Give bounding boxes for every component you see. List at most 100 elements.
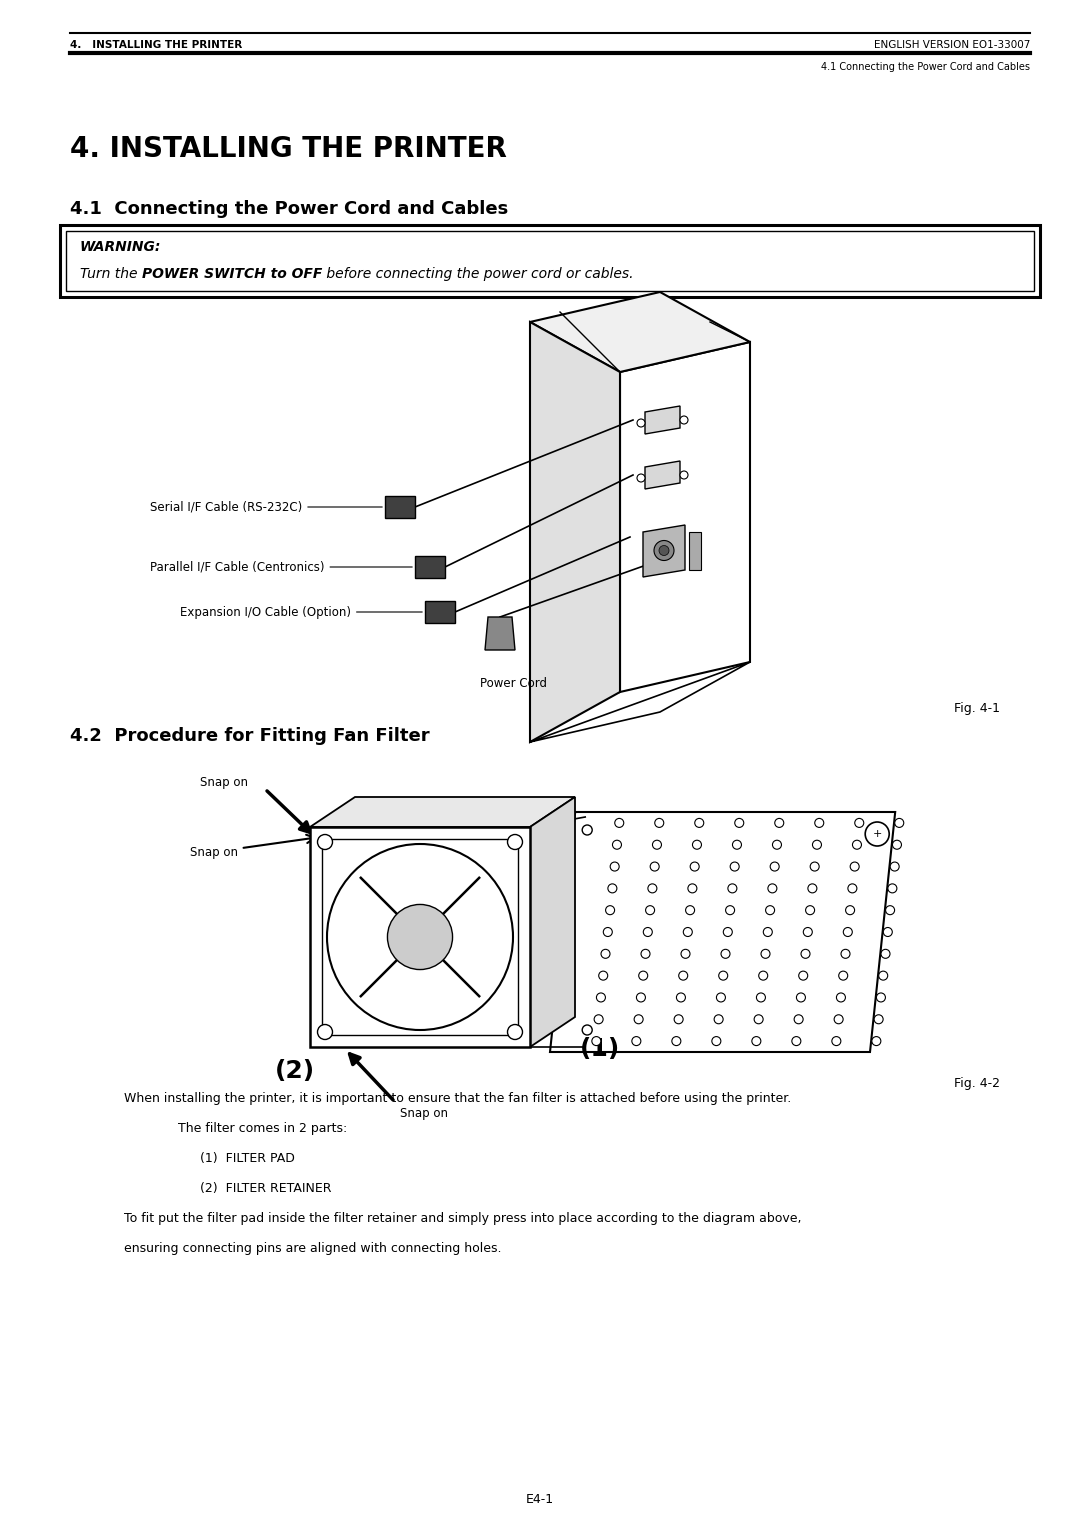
- Circle shape: [734, 819, 744, 827]
- Circle shape: [834, 1015, 843, 1024]
- Polygon shape: [645, 461, 680, 489]
- Circle shape: [714, 1015, 724, 1024]
- Circle shape: [712, 1036, 720, 1045]
- Circle shape: [732, 840, 742, 850]
- Text: The filter comes in 2 parts:: The filter comes in 2 parts:: [178, 1122, 348, 1135]
- Circle shape: [718, 972, 728, 979]
- Text: 4.1 Connecting the Power Cord and Cables: 4.1 Connecting the Power Cord and Cables: [821, 63, 1030, 72]
- Text: (2)  FILTER RETAINER: (2) FILTER RETAINER: [200, 1183, 332, 1195]
- Circle shape: [327, 843, 513, 1030]
- Polygon shape: [550, 811, 895, 1051]
- Circle shape: [848, 883, 856, 892]
- Circle shape: [632, 1036, 640, 1045]
- Circle shape: [594, 1015, 603, 1024]
- Circle shape: [792, 1036, 801, 1045]
- Circle shape: [796, 993, 806, 1002]
- Circle shape: [808, 883, 816, 892]
- Text: Snap on: Snap on: [200, 776, 248, 788]
- Circle shape: [726, 906, 734, 915]
- Circle shape: [839, 972, 848, 979]
- Polygon shape: [415, 556, 445, 578]
- Text: WARNING:: WARNING:: [80, 240, 161, 254]
- Circle shape: [766, 906, 774, 915]
- Text: ENGLISH VERSION EO1-33007: ENGLISH VERSION EO1-33007: [874, 40, 1030, 50]
- Polygon shape: [530, 798, 575, 1047]
- Circle shape: [843, 927, 852, 937]
- Circle shape: [881, 949, 890, 958]
- Circle shape: [836, 993, 846, 1002]
- Circle shape: [318, 834, 333, 850]
- Circle shape: [754, 1015, 764, 1024]
- Circle shape: [654, 819, 664, 827]
- Circle shape: [684, 927, 692, 937]
- Circle shape: [648, 883, 657, 892]
- Circle shape: [846, 906, 854, 915]
- Circle shape: [721, 949, 730, 958]
- Text: Snap on: Snap on: [400, 1106, 448, 1120]
- Text: 4.1  Connecting the Power Cord and Cables: 4.1 Connecting the Power Cord and Cables: [70, 200, 509, 219]
- Circle shape: [764, 927, 772, 937]
- Circle shape: [606, 906, 615, 915]
- Circle shape: [724, 927, 732, 937]
- Text: ensuring connecting pins are aligned with connecting holes.: ensuring connecting pins are aligned wit…: [124, 1242, 501, 1254]
- Bar: [60, 225, 1040, 296]
- Polygon shape: [530, 322, 620, 743]
- Circle shape: [608, 883, 617, 892]
- Circle shape: [812, 840, 822, 850]
- Text: Power Cord: Power Cord: [480, 677, 546, 691]
- Circle shape: [799, 972, 808, 979]
- Circle shape: [877, 993, 886, 1002]
- Circle shape: [810, 862, 819, 871]
- Circle shape: [674, 1015, 684, 1024]
- Text: before connecting the power cord or cables.: before connecting the power cord or cabl…: [322, 267, 634, 281]
- Circle shape: [850, 862, 860, 871]
- Bar: [310, 827, 530, 1047]
- Circle shape: [676, 993, 686, 1002]
- Circle shape: [686, 906, 694, 915]
- Circle shape: [690, 862, 699, 871]
- Circle shape: [759, 972, 768, 979]
- Text: When installing the printer, it is important to ensure that the fan filter is at: When installing the printer, it is impor…: [124, 1093, 792, 1105]
- Text: (2): (2): [275, 1059, 315, 1083]
- Circle shape: [680, 471, 688, 478]
- Circle shape: [637, 419, 645, 426]
- Circle shape: [582, 1025, 592, 1034]
- Text: 4.2  Procedure for Fitting Fan Filter: 4.2 Procedure for Fitting Fan Filter: [70, 727, 430, 746]
- Circle shape: [728, 883, 737, 892]
- Circle shape: [804, 927, 812, 937]
- Circle shape: [681, 949, 690, 958]
- Circle shape: [841, 949, 850, 958]
- Circle shape: [646, 906, 654, 915]
- Circle shape: [592, 1036, 600, 1045]
- Circle shape: [672, 1036, 680, 1045]
- Circle shape: [637, 474, 645, 481]
- Polygon shape: [384, 497, 415, 518]
- Bar: [689, 532, 701, 570]
- Circle shape: [886, 906, 894, 915]
- Circle shape: [865, 822, 889, 847]
- Circle shape: [615, 819, 624, 827]
- Circle shape: [610, 862, 619, 871]
- Polygon shape: [530, 292, 750, 371]
- Text: 4.   INSTALLING THE PRINTER: 4. INSTALLING THE PRINTER: [70, 40, 242, 50]
- Circle shape: [508, 1024, 523, 1039]
- Circle shape: [652, 840, 661, 850]
- Circle shape: [883, 927, 892, 937]
- Circle shape: [600, 949, 610, 958]
- Circle shape: [879, 972, 888, 979]
- Bar: [66, 231, 1034, 290]
- Text: E4-1: E4-1: [526, 1493, 554, 1507]
- Circle shape: [318, 1024, 333, 1039]
- Text: (1): (1): [580, 1038, 620, 1060]
- Circle shape: [888, 883, 896, 892]
- Circle shape: [650, 862, 659, 871]
- Circle shape: [604, 927, 612, 937]
- Circle shape: [768, 883, 777, 892]
- Circle shape: [636, 993, 646, 1002]
- Text: POWER SWITCH to OFF: POWER SWITCH to OFF: [141, 267, 322, 281]
- Text: Expansion I/O Cable (Option): Expansion I/O Cable (Option): [180, 605, 422, 619]
- Circle shape: [894, 819, 904, 827]
- Circle shape: [644, 927, 652, 937]
- Bar: [322, 839, 518, 1034]
- Circle shape: [794, 1015, 804, 1024]
